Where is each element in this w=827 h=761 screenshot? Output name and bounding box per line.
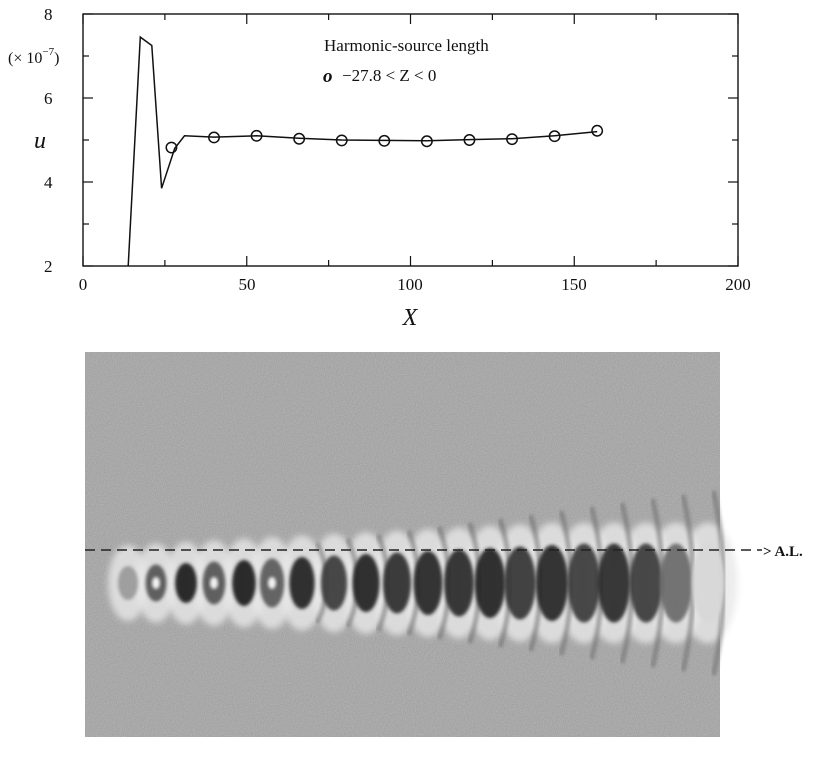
x-tick-label-150: 150 (561, 275, 587, 294)
data-point-marker (208, 131, 220, 144)
legend-entry: −27.8 < Z < 0 (342, 66, 436, 85)
y-unit-exponent: −7 (42, 46, 54, 58)
vortex-core (232, 560, 256, 606)
axis-line-label: > A.L. (763, 544, 803, 560)
vortex-core (320, 555, 348, 611)
line-plot: 8 6 4 2 0 50 100 150 200 (× 10−7) u X Ha… (8, 5, 751, 331)
vortex-core (175, 563, 197, 603)
y-tick-label-8: 8 (44, 5, 53, 24)
data-point-marker (250, 129, 263, 142)
y-tick-label-6: 6 (44, 89, 53, 108)
vortex-core (352, 554, 380, 612)
data-point-marker (506, 133, 518, 146)
vortex-core (413, 551, 443, 615)
x-tick-label-200: 200 (725, 275, 751, 294)
vortex-core (659, 543, 693, 623)
y-axis-label: u (34, 128, 46, 154)
vortex-core (289, 557, 315, 609)
vortex-highlight (210, 577, 218, 589)
y-unit-close: ) (54, 50, 59, 67)
data-point-marker (548, 130, 561, 143)
x-tick-label-100: 100 (397, 275, 423, 294)
x-tick-label-50: 50 (239, 275, 256, 294)
vortex-core (382, 552, 412, 614)
vortex-core (629, 543, 663, 623)
vortex-core (567, 543, 601, 623)
data-point-marker (463, 134, 476, 146)
data-point-marker (420, 135, 433, 148)
flow-visualization-image: > A.L. (85, 352, 803, 737)
vortex-core (474, 548, 506, 618)
y-tick-label-4: 4 (44, 173, 53, 192)
vortex-core (691, 543, 725, 623)
x-axis-label: X (402, 305, 419, 331)
legend-marker-symbol: o (323, 66, 333, 87)
vortex-core (504, 546, 536, 620)
legend-title: Harmonic-source length (324, 36, 489, 55)
data-point-marker (335, 134, 348, 147)
data-point-marker (591, 124, 604, 137)
x-tick-label-0: 0 (79, 275, 88, 294)
axis-ticks (82, 13, 739, 267)
vortex-core (597, 543, 631, 623)
data-point-marker (165, 141, 178, 154)
y-tick-label-2: 2 (44, 257, 53, 276)
vortex-core (444, 549, 474, 617)
vortex-highlight (152, 577, 160, 589)
series-layer (127, 35, 604, 267)
y-unit-label: (× 10−7) (8, 46, 59, 67)
vortex-core (535, 545, 569, 621)
data-point-marker (293, 132, 306, 145)
vortex-highlight (268, 577, 276, 589)
vortex-core (118, 566, 138, 600)
data-point-marker (378, 134, 391, 147)
series-line (127, 35, 598, 267)
wave-pattern (108, 490, 738, 676)
